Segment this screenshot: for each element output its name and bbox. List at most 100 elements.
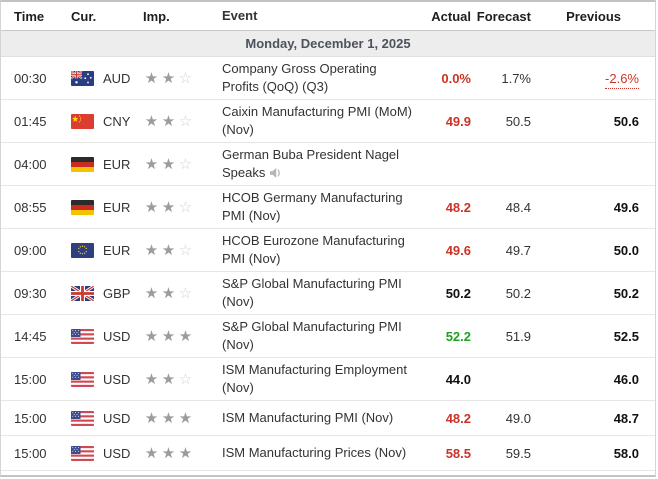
importance-stars: ★ ★ ★ [141,409,221,427]
event-row[interactable]: 15:00 USD ★ ★ ★ ISM Manufacturing Prices (… [1,435,655,470]
currency-code: USD [103,371,131,387]
event-name-link[interactable]: S&P Global Manufacturing PMI (Nov) [222,319,402,352]
importance-star-icon: ★ [144,410,159,427]
forecast-value: 50.5 [505,113,531,129]
currency-flag-icon [71,113,94,129]
previous-value: 48.7 [613,410,639,426]
importance-star-icon: ☆ [178,156,193,173]
column-header-currency: Cur. [71,8,97,24]
event-name-link[interactable]: Caixin Manufacturing PMI (MoM) (Nov) [222,104,412,137]
importance-star-icon: ★ [178,445,193,462]
event-row[interactable]: 09:00 EUR ★ ★ ☆ HCOB Eurozone Manufacturin… [1,228,655,271]
importance-star-icon: ★ [161,410,176,427]
event-time: 15:00 [14,371,47,387]
calendar-header-row: Time Cur. Imp. Event Actual Forecast Pre… [1,2,655,30]
event-name-link[interactable]: HCOB Germany Manufacturing PMI (Nov) [222,190,403,223]
forecast-value: 59.5 [505,445,531,461]
event-name-link[interactable]: HCOB Eurozone Manufacturing PMI (Nov) [222,233,405,266]
event-time: 08:55 [14,199,47,215]
event-row[interactable]: 09:30 GBP ★ ★ ☆ S&P Global Manufacturing P… [1,271,655,314]
actual-value: 48.2 [445,410,471,426]
event-time: 15:00 [14,410,47,426]
event-row[interactable]: 01:45 CNY ★ ★ ☆ Caixin Manufacturing PMI (… [1,99,655,142]
event-row[interactable]: 00:30 AUD ★ ★ ☆ Company Gross Operating Pr… [1,57,655,99]
importance-star-icon: ☆ [178,199,193,216]
actual-value: 52.2 [445,328,471,344]
currency-code: USD [103,445,131,461]
previous-value: 49.6 [613,199,639,215]
event-name-link[interactable]: S&P Global Manufacturing PMI (Nov) [222,276,402,309]
importance-star-icon: ★ [144,199,159,216]
importance-star-icon: ★ [144,70,159,87]
forecast-value: 48.4 [505,199,531,215]
event-name-link[interactable]: ISM Manufacturing PMI (Nov) [222,410,394,425]
event-row[interactable]: 14:45 USD ★ ★ ★ S&P Global Manufacturing P… [1,314,655,357]
importance-star-icon: ★ [144,156,159,173]
column-header-previous: Previous [566,8,621,24]
importance-star-icon: ★ [144,371,159,388]
currency-code: AUD [103,70,131,86]
column-header-importance: Imp. [143,8,170,24]
importance-star-icon: ☆ [178,285,193,302]
currency-code: EUR [103,156,131,172]
previous-value: 52.5 [613,328,639,344]
currency-code: USD [103,328,131,344]
importance-stars: ★ ★ ☆ [141,155,221,173]
importance-star-icon: ★ [161,285,176,302]
importance-star-icon: ★ [161,371,176,388]
currency-code: GBP [103,285,131,301]
importance-star-icon: ★ [161,113,176,130]
currency-flag-icon [71,199,94,215]
importance-star-icon: ★ [161,328,176,345]
event-name-link[interactable]: Company Gross Operating Profits (QoQ) (Q… [222,61,377,94]
currency-flag-icon [71,410,94,426]
importance-star-icon: ★ [144,445,159,462]
column-header-actual: Actual [431,8,471,24]
actual-value: 49.9 [445,113,471,129]
forecast-value: 50.2 [505,285,531,301]
importance-star-icon: ★ [161,199,176,216]
actual-value: 50.2 [445,285,471,301]
importance-star-icon: ★ [178,328,193,345]
event-name-link[interactable]: ISM Manufacturing Employment (Nov) [222,362,407,395]
importance-star-icon: ★ [144,328,159,345]
event-rows: 00:30 AUD ★ ★ ☆ Company Gross Operating Pr… [1,57,655,475]
currency-code: EUR [103,199,131,215]
forecast-value: 51.9 [505,328,531,344]
importance-star-icon: ★ [144,285,159,302]
forecast-value: 1.7% [501,70,531,86]
speaker-icon [269,167,283,179]
importance-star-icon: ☆ [178,113,193,130]
event-time: 00:30 [14,70,47,86]
event-row[interactable]: 08:55 EUR ★ ★ ☆ HCOB Germany Manufacturing… [1,185,655,228]
event-row[interactable]: 15:00 USD ★ ★ ☆ ISM Manufacturing Employme… [1,357,655,400]
importance-star-icon: ☆ [178,242,193,259]
column-header-forecast: Forecast [476,8,531,24]
importance-star-icon: ★ [144,113,159,130]
previous-value: -2.6% [605,70,639,89]
event-name-link[interactable]: German Buba President Nagel Speaks [222,147,400,180]
importance-stars: ★ ★ ☆ [141,198,221,216]
event-row[interactable]: 16:30 USD ★★☆ Atlanta Fed GDPNow (Q4)P 3… [1,470,655,475]
previous-value: 46.0 [613,371,639,387]
importance-stars: ★ ★ ★ [141,444,221,462]
currency-code: USD [103,410,131,426]
actual-value: 49.6 [445,242,471,258]
event-row[interactable]: 15:00 USD ★ ★ ★ ISM Manufacturing PMI (Nov… [1,400,655,435]
importance-star-icon: ★ [161,156,176,173]
actual-value: 48.2 [445,199,471,215]
event-time: 01:45 [14,113,47,129]
currency-code: EUR [103,242,131,258]
column-header-time: Time [14,8,45,24]
importance-stars: ★ ★ ☆ [141,112,221,130]
currency-flag-icon [71,445,94,461]
event-row[interactable]: 04:00 EUR ★ ★ ☆ German Buba President Nage… [1,142,655,185]
previous-value: 58.0 [613,445,639,461]
currency-flag-icon [71,156,94,172]
currency-flag-icon [71,371,94,387]
importance-stars: ★ ★ ★ [141,327,221,345]
actual-value: 44.0 [445,371,471,387]
importance-star-icon: ★ [161,70,176,87]
currency-flag-icon [71,328,94,344]
event-name-link[interactable]: ISM Manufacturing Prices (Nov) [222,445,407,460]
